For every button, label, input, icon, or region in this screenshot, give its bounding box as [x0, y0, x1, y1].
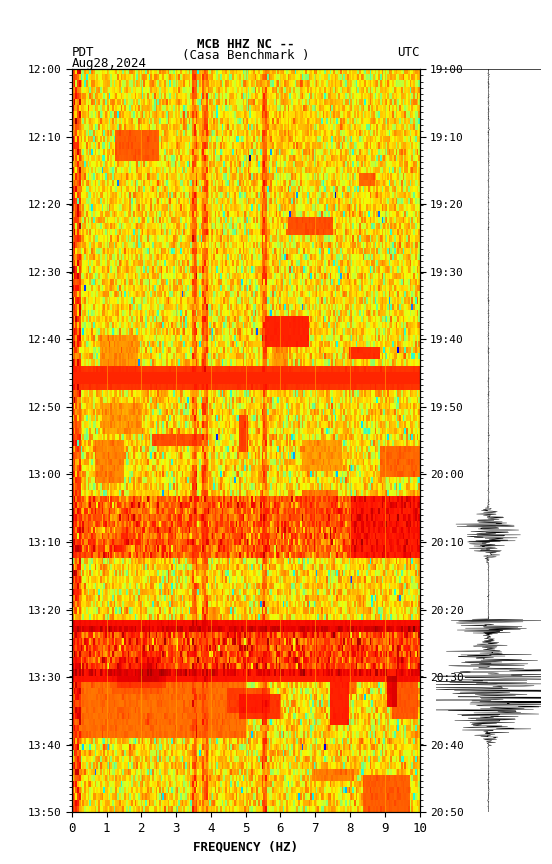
- Text: UTC: UTC: [397, 46, 420, 59]
- Text: PDT: PDT: [72, 46, 94, 59]
- Text: Aug28,2024: Aug28,2024: [72, 57, 147, 70]
- X-axis label: FREQUENCY (HZ): FREQUENCY (HZ): [193, 841, 298, 854]
- Text: (Casa Benchmark ): (Casa Benchmark ): [182, 48, 309, 61]
- Text: MCB HHZ NC --: MCB HHZ NC --: [197, 37, 294, 50]
